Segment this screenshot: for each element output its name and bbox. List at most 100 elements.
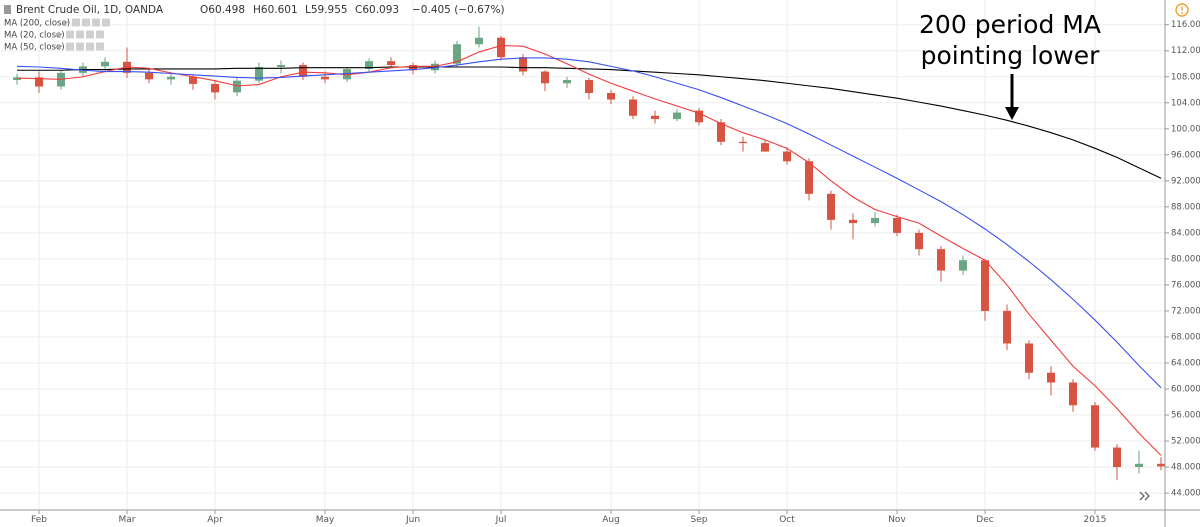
annotation-line: pointing lower xyxy=(921,41,1100,70)
candle-body xyxy=(937,249,945,271)
y-tick-label: 112.000 xyxy=(1171,46,1200,56)
candle-body xyxy=(651,115,659,120)
y-tick-label: 84.000 xyxy=(1171,228,1200,238)
ohlc-open: O60.498 xyxy=(200,4,245,16)
x-tick-label: Dec xyxy=(976,515,993,525)
candle-body xyxy=(607,93,615,100)
y-tick-label: 104.000 xyxy=(1171,98,1200,108)
candle-body xyxy=(233,80,241,93)
y-tick-label: 88.000 xyxy=(1171,202,1200,212)
annotation-arrowhead xyxy=(1005,107,1019,120)
scroll-button[interactable] xyxy=(1139,491,1150,501)
y-tick-label: 48.000 xyxy=(1171,463,1200,473)
candle-body xyxy=(783,151,791,162)
ohlc-change: −0.405 (−0.67%) xyxy=(412,4,505,16)
legend-button xyxy=(102,18,110,27)
y-tick-label: 68.000 xyxy=(1171,332,1200,342)
y-tick-label: 56.000 xyxy=(1171,411,1200,421)
legend-button xyxy=(76,42,84,51)
candle-body xyxy=(255,67,263,81)
legend-label: MA (20, close) xyxy=(4,31,65,41)
plot-area xyxy=(13,26,1165,481)
legend-button xyxy=(96,42,104,51)
candle-body xyxy=(827,193,835,220)
candle-body xyxy=(695,110,703,123)
candle-body xyxy=(277,65,285,68)
ma-line xyxy=(16,44,1162,456)
candle-body xyxy=(893,217,901,233)
candle-body xyxy=(365,61,373,69)
legend-button xyxy=(66,42,74,51)
y-tick-label: 92.000 xyxy=(1171,176,1200,186)
candle-body xyxy=(849,219,857,224)
candle-body xyxy=(915,232,923,250)
candle-body xyxy=(35,77,43,87)
candle-body xyxy=(189,76,197,84)
y-tick-label: 60.000 xyxy=(1171,385,1200,395)
legend-dropdown xyxy=(61,21,69,26)
candle-body xyxy=(805,161,813,194)
candle-body xyxy=(1157,463,1165,467)
candle-body xyxy=(761,143,769,152)
legend-button xyxy=(72,18,80,27)
candle-body xyxy=(739,141,747,144)
legend-label: MA (50, close) xyxy=(4,43,65,53)
y-tick-label: 108.000 xyxy=(1171,72,1200,82)
candle-body xyxy=(343,68,351,80)
candle-body xyxy=(497,37,505,58)
symbol-icon xyxy=(4,5,11,14)
candle-body xyxy=(1025,343,1033,373)
legend-dropdown xyxy=(55,45,63,50)
x-tick-label: Oct xyxy=(779,515,795,525)
x-tick-label: Feb xyxy=(31,515,47,525)
candle-body xyxy=(981,260,989,311)
legend-button xyxy=(86,30,94,39)
legend-button xyxy=(82,18,90,27)
y-tick-label: 72.000 xyxy=(1171,306,1200,316)
annotation-line: 200 period MA xyxy=(919,10,1101,39)
candle-body xyxy=(585,80,593,94)
legend-button xyxy=(76,30,84,39)
y-tick-label: 80.000 xyxy=(1171,254,1200,264)
candle-body xyxy=(145,72,153,80)
candle-body xyxy=(299,65,307,77)
candle-body xyxy=(1113,447,1121,468)
y-tick-label: 64.000 xyxy=(1171,358,1200,368)
candle-body xyxy=(13,77,21,81)
x-tick-label: Jun xyxy=(405,515,420,525)
candle-body xyxy=(1135,463,1143,468)
candle-body xyxy=(475,37,483,45)
candle-body xyxy=(321,76,329,80)
alert-icon-dot xyxy=(1181,12,1183,14)
candle-body xyxy=(211,83,219,93)
ma-line xyxy=(16,57,1162,389)
grid xyxy=(0,0,1165,510)
legend-dropdown xyxy=(55,33,63,38)
x-tick-label: Sep xyxy=(691,515,708,525)
x-tick-label: Apr xyxy=(207,515,223,525)
candle-body xyxy=(101,61,109,67)
candle-body xyxy=(959,260,967,271)
candle-body xyxy=(563,80,571,84)
candle-body xyxy=(541,71,549,84)
y-tick-label: 52.000 xyxy=(1171,437,1200,447)
candle-body xyxy=(519,57,527,72)
candle-body xyxy=(1069,382,1077,406)
alert-icon[interactable] xyxy=(1175,3,1189,17)
candle-body xyxy=(167,76,175,80)
candle-body xyxy=(409,65,417,71)
x-tick-label: May xyxy=(316,515,335,525)
legend-label: MA (200, close) xyxy=(4,19,70,29)
x-tick-label: Mar xyxy=(119,515,136,525)
y-tick-label: 44.000 xyxy=(1171,489,1200,499)
y-tick-label: 100.000 xyxy=(1171,124,1200,134)
candle-body xyxy=(1091,405,1099,448)
y-tick-label: 96.000 xyxy=(1171,150,1200,160)
legend: MA (200, close) MA (20, close) MA (50, clo… xyxy=(4,18,110,53)
candle-body xyxy=(629,99,637,116)
ohlc-close: C60.093 xyxy=(355,4,399,16)
legend-button xyxy=(86,42,94,51)
